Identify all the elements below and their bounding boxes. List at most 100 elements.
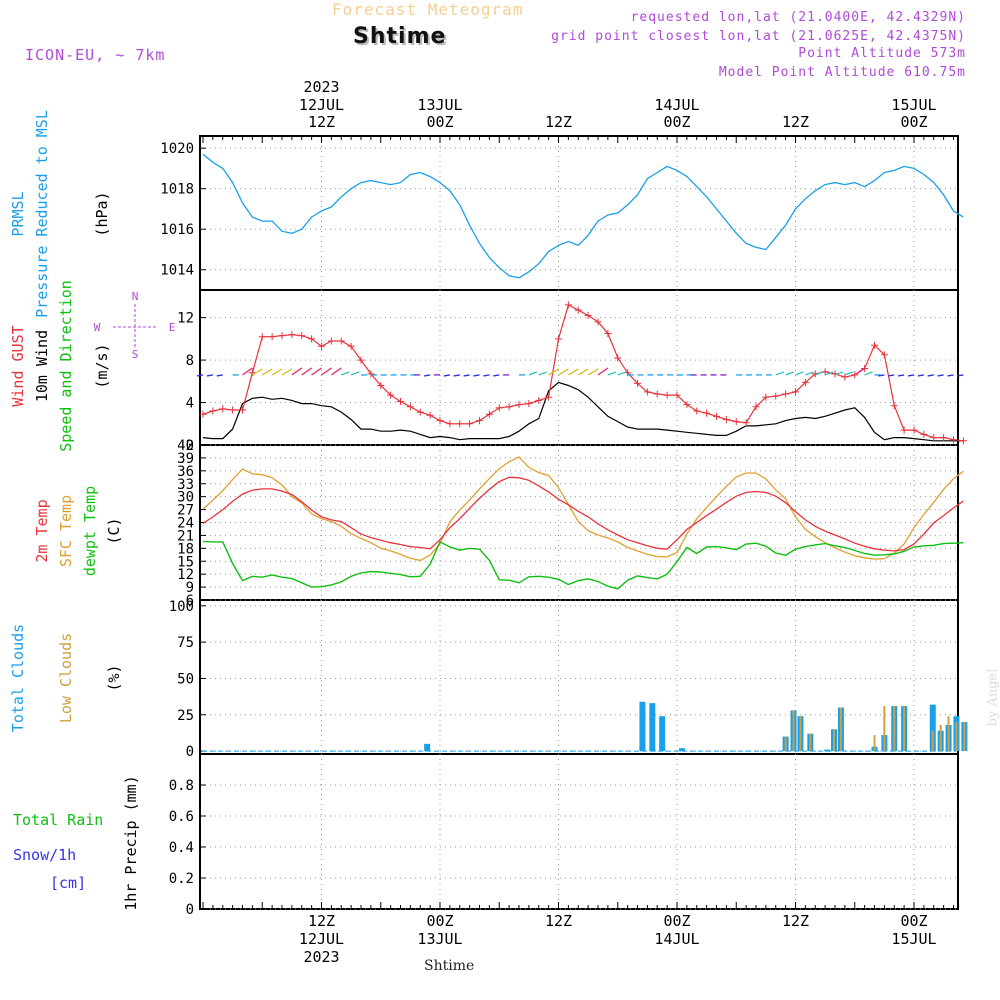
clouds-ytick-label: 25 (177, 708, 194, 724)
temperature-ytick-label: 36 (177, 464, 194, 480)
wind-gust-point (337, 337, 345, 345)
top-time-label: 15JUL (891, 96, 936, 114)
temperature-ytick-label: 24 (177, 516, 194, 532)
wind-gust-point (446, 420, 454, 428)
wind-direction-arrow (261, 368, 273, 376)
total-clouds-label: Total Clouds (9, 624, 27, 732)
wind-gust-point (308, 335, 316, 343)
temperature-unit: (C) (105, 517, 123, 544)
wind-gust-point (406, 403, 414, 411)
compass-west: W (94, 321, 101, 334)
wind-direction-arrow (206, 374, 213, 377)
wind-direction-arrow (854, 367, 866, 376)
wind-direction-arrow (301, 367, 313, 376)
wind-direction-arrow (927, 374, 934, 377)
rain-label: Total Rain (13, 811, 103, 829)
wind-speed-direction-label: Speed and Direction (57, 280, 75, 452)
wind-direction-arrow (463, 374, 470, 377)
wind-direction-arrow (607, 371, 617, 376)
wind-direction-arrow (834, 371, 844, 376)
top-time-label: 12Z (308, 113, 335, 131)
bottom-time-label: 12Z (308, 912, 335, 930)
low-cloud-bar (963, 722, 966, 752)
wind-gust-point (377, 382, 385, 390)
wind-gust-point (397, 397, 404, 405)
clouds-ytick-label: 0 (186, 744, 194, 760)
wind-gust-point (910, 426, 918, 434)
temperature-ytick-label: 42 (177, 438, 194, 454)
wind-gust-point (920, 430, 928, 438)
wind-direction-arrow (443, 374, 450, 377)
wind-gust-point (288, 331, 296, 339)
snow-unit-label: [cm] (50, 874, 86, 892)
wind-direction-arrow (538, 371, 547, 376)
temp-sfc-label: SFC Temp (57, 495, 75, 567)
low-cloud-bar (883, 706, 886, 752)
pressure-label-prmsl: PRMSL (9, 191, 27, 236)
footer-location: Shtime (424, 958, 475, 974)
top-time-label: 14JUL (654, 96, 699, 114)
wind-direction-arrow (281, 368, 293, 376)
wind-gust-point (347, 342, 355, 350)
precipitation-ytick-label: 0.4 (169, 840, 194, 856)
wind-gust-point (258, 333, 266, 341)
dewpoint-line (202, 540, 964, 590)
bottom-time-label: 15JUL (891, 930, 936, 948)
model-name: ICON-EU, ~ 7km (25, 46, 166, 64)
wind-gust-point (900, 426, 908, 434)
temperature-ytick-label: 6 (186, 593, 194, 609)
point-altitude: Point Altitude 573m (798, 46, 966, 61)
wind-direction-arrow (805, 371, 814, 376)
temperature-ytick-label: 30 (177, 490, 194, 506)
wind-direction-arrow (864, 371, 873, 376)
precipitation-panel-frame (199, 753, 959, 910)
bottom-time-label: 00Z (663, 912, 690, 930)
wind-direction-arrow (252, 368, 263, 376)
wind-direction-arrow (587, 368, 599, 376)
wind-gust-point (752, 403, 760, 411)
wind-gust-point (683, 401, 691, 409)
pressure-panel-frame (199, 135, 959, 291)
wind-gust-point (564, 301, 572, 309)
temperature-ytick-label: 39 (177, 451, 194, 467)
chart-marks (196, 153, 968, 752)
wind-gust-point (880, 351, 888, 359)
total-cloud-bar (639, 701, 646, 752)
pressure-ytick-label: 1018 (160, 182, 194, 198)
bottom-time-label: 00Z (900, 912, 927, 930)
temperature-ytick-label: 15 (177, 554, 194, 570)
wind-direction-arrow (917, 374, 924, 377)
wind-direction-arrow (558, 368, 569, 376)
model-altitude: Model Point Altitude 610.75m (718, 65, 966, 80)
wind-gust-point (357, 356, 365, 364)
wind-direction-arrow (617, 371, 626, 376)
temperature-ytick-label: 18 (177, 541, 194, 557)
wind-direction-arrow (844, 371, 854, 376)
wind-gust-point (643, 388, 651, 396)
precipitation-ytick-label: 0.6 (169, 809, 194, 825)
temperature-ytick-label: 27 (177, 503, 194, 519)
wind-10m-line (202, 381, 964, 442)
wind-gust-point (762, 393, 770, 401)
wind-direction-arrow (795, 371, 804, 376)
temperature-ytick-label: 9 (186, 580, 194, 596)
panel-frames (199, 135, 959, 910)
wind-gust-point (693, 407, 701, 415)
wind-direction-arrow (775, 371, 784, 376)
wind-gust-point (574, 306, 582, 314)
wind-gust-point (327, 337, 335, 345)
requested-coordinates: requested lon,lat (21.0400E, 42.4329N) (630, 10, 966, 25)
dewpoint-label: dewpt Temp (81, 486, 99, 576)
wind-gust-point (545, 393, 553, 401)
total-cloud-bar (929, 704, 936, 752)
top-year-label: 2023 (303, 78, 339, 96)
low-cloud-bar (873, 735, 876, 752)
gridlines (200, 136, 958, 910)
wind-gust-point (367, 370, 375, 378)
low-cloud-bar (792, 710, 795, 752)
precipitation-ytick-label: 0.2 (169, 871, 194, 887)
wind-gust-point (495, 404, 503, 412)
bottom-time-label: 12JUL (299, 930, 344, 948)
wind-gust-point (584, 311, 592, 319)
